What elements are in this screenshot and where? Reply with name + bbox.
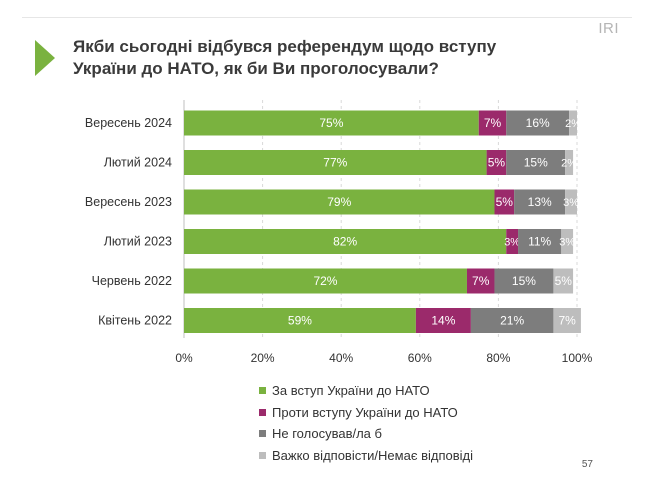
top-divider (22, 17, 632, 18)
legend-swatch (259, 430, 266, 438)
legend-item: Важко відповісти/Немає відповіді (259, 445, 473, 467)
data-label: 5% (488, 156, 506, 170)
bar-segment (494, 189, 515, 215)
bar-segment (518, 229, 562, 254)
legend-label: Не голосував/ла б (272, 426, 382, 442)
data-label: 82% (333, 235, 357, 249)
legend-item: Не голосував/ла б (259, 423, 473, 445)
data-label: 14% (431, 314, 455, 328)
bar-segment (466, 268, 495, 294)
category-label: Лютий 2024 (104, 156, 172, 170)
data-label: 79% (327, 195, 351, 209)
legend-item: За вступ України до НАТО (259, 380, 473, 402)
data-label: 59% (288, 314, 312, 328)
category-label: Вересень 2023 (85, 195, 172, 209)
chart-legend: За вступ України до НАТО Проти вступу Укр… (259, 380, 473, 466)
chart-title: Якби сьогодні відбувся референдум щодо в… (73, 36, 573, 80)
bar-segment (494, 268, 554, 294)
bar-segment (514, 189, 566, 215)
chart-title-line2: України до НАТО, як би Ви проголосували? (73, 59, 439, 78)
data-label: 3% (504, 237, 520, 249)
bar-segment (470, 308, 554, 333)
bar-segment (569, 110, 577, 136)
bar-segment (184, 308, 416, 333)
data-label: 5% (496, 195, 514, 209)
x-tick-label: 20% (251, 351, 275, 365)
legend-label: За вступ України до НАТО (272, 383, 430, 399)
bar-segment (506, 150, 566, 175)
data-label: 3% (563, 197, 579, 209)
legend-label: Проти вступу України до НАТО (272, 404, 458, 420)
x-tick-label: 40% (329, 351, 353, 365)
data-label: 15% (512, 274, 536, 288)
data-label: 72% (313, 274, 337, 288)
category-label: Червень 2022 (92, 274, 172, 288)
bar-segment (184, 229, 507, 254)
legend-item: Проти вступу України до НАТО (259, 402, 473, 424)
legend-swatch (259, 387, 266, 395)
x-tick-label: 100% (562, 351, 593, 365)
data-label: 5% (555, 274, 573, 288)
brand-logo-text: IRI (598, 20, 619, 37)
bar-segment (553, 308, 581, 333)
bar-segment (506, 229, 519, 254)
bar-segment (486, 150, 507, 175)
data-label: 2% (565, 118, 581, 130)
data-label: 16% (526, 116, 550, 130)
bar-segment (561, 229, 574, 254)
legend-swatch (259, 451, 266, 459)
data-label: 2% (561, 158, 577, 170)
data-label: 7% (472, 274, 490, 288)
data-label: 3% (559, 237, 575, 249)
data-label: 77% (323, 156, 347, 170)
data-label: 7% (559, 314, 577, 328)
x-tick-label: 0% (175, 351, 193, 365)
bar-segment (184, 110, 479, 136)
x-tick-label: 60% (408, 351, 432, 365)
data-label: 13% (528, 195, 552, 209)
legend-swatch (259, 408, 266, 416)
data-label: 7% (484, 116, 502, 130)
bar-segment (184, 150, 487, 175)
x-tick-label: 80% (486, 351, 510, 365)
data-label: 15% (524, 156, 548, 170)
bar-segment (565, 189, 577, 215)
legend-label: Важко відповісти/Немає відповіді (272, 447, 473, 463)
bar-segment (565, 150, 574, 175)
bar-segment (478, 110, 507, 136)
category-label: Квітень 2022 (98, 314, 172, 328)
category-label: Вересень 2024 (85, 116, 172, 130)
bar-segment (184, 189, 495, 215)
data-label: 75% (319, 116, 343, 130)
title-arrow-icon (35, 40, 55, 76)
chart-title-line1: Якби сьогодні відбувся референдум щодо в… (73, 37, 497, 56)
category-label: Лютий 2023 (104, 235, 172, 249)
page-number: 57 (581, 459, 593, 470)
bar-segment (184, 268, 467, 294)
bar-segment (415, 308, 471, 333)
data-label: 11% (528, 235, 551, 249)
data-label: 21% (500, 314, 524, 328)
bar-segment (506, 110, 570, 136)
bar-segment (553, 268, 574, 294)
